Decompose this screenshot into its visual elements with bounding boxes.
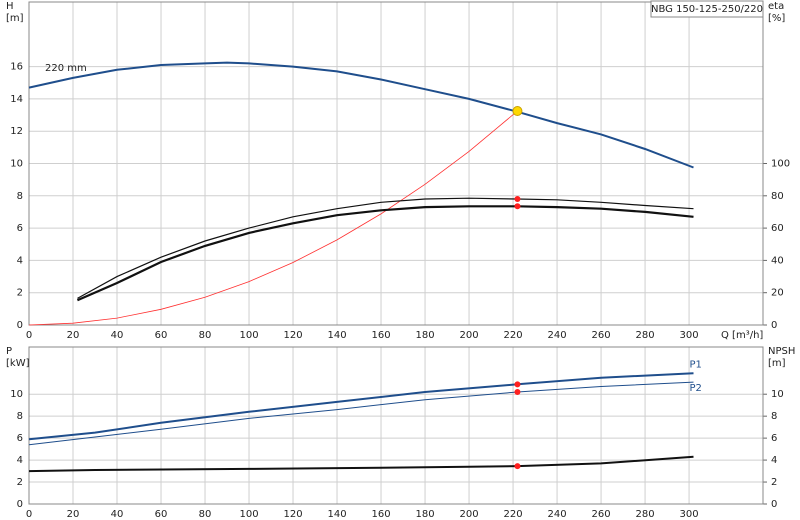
title-box xyxy=(650,0,764,18)
x-tick-label: 140 xyxy=(327,330,346,341)
x-tick-label: 80 xyxy=(199,509,212,520)
y-tick-label: 12 xyxy=(10,126,23,137)
x-tick-label: 100 xyxy=(239,509,258,520)
plot-frame xyxy=(28,346,764,505)
y2-axis-label: [%] xyxy=(768,13,785,24)
y2-tick-label: 8 xyxy=(771,411,777,422)
duty-point xyxy=(514,196,521,203)
y2-tick-label: 0 xyxy=(771,499,777,510)
y-tick-label: 4 xyxy=(17,255,23,266)
x-tick-label: 40 xyxy=(111,509,124,520)
x-tick-label: 300 xyxy=(680,509,699,520)
chart-title: NBG 150-125-250/220 xyxy=(651,4,763,15)
y-axis-label: [kW] xyxy=(6,358,30,369)
y2-tick-label: 40 xyxy=(771,255,784,266)
y-axis-label: P xyxy=(6,346,12,357)
x-tick-label: 160 xyxy=(371,509,390,520)
y-tick-label: 8 xyxy=(17,411,23,422)
duty-point xyxy=(514,203,521,210)
x-tick-label: 100 xyxy=(239,330,258,341)
x-tick-label: 20 xyxy=(67,330,80,341)
duty-point xyxy=(514,463,521,470)
series-line xyxy=(76,205,694,302)
y-tick-label: 2 xyxy=(17,477,23,488)
duty-point xyxy=(512,106,523,117)
x-tick-label: 0 xyxy=(26,330,32,341)
y2-tick-label: 10 xyxy=(771,389,784,400)
y-tick-label: 4 xyxy=(17,455,23,466)
x-tick-label: 160 xyxy=(371,330,390,341)
y-tick-label: 6 xyxy=(17,223,23,234)
y2-tick-label: 6 xyxy=(771,433,777,444)
x-tick-label: 280 xyxy=(636,330,655,341)
curve-annotation: 220 mm xyxy=(45,63,87,74)
x-tick-label: 220 xyxy=(504,330,523,341)
y2-tick-label: 20 xyxy=(771,288,784,299)
x-tick-label: 120 xyxy=(283,330,302,341)
x-axis-label: Q [m³/h] xyxy=(721,330,763,341)
duty-point xyxy=(514,381,521,388)
series-label: P2 xyxy=(689,383,701,394)
series-line xyxy=(28,372,694,441)
x-tick-label: 140 xyxy=(327,509,346,520)
y-axis-label: [m] xyxy=(6,13,24,24)
x-tick-label: 200 xyxy=(460,509,479,520)
x-tick-label: 180 xyxy=(415,509,434,520)
x-tick-label: 220 xyxy=(504,509,523,520)
duty-point xyxy=(514,389,521,396)
x-tick-label: 260 xyxy=(592,330,611,341)
x-tick-label: 300 xyxy=(680,330,699,341)
y-tick-label: 10 xyxy=(10,159,23,170)
y-axis-label: H xyxy=(6,1,14,12)
y-tick-label: 0 xyxy=(17,499,23,510)
y-tick-label: 0 xyxy=(17,320,23,331)
y2-axis-label: NPSH xyxy=(768,346,795,357)
x-tick-label: 40 xyxy=(111,330,124,341)
y2-tick-label: 80 xyxy=(771,191,784,202)
x-tick-label: 60 xyxy=(155,330,168,341)
x-tick-label: 0 xyxy=(26,509,32,520)
series-label: P1 xyxy=(689,359,701,370)
y-tick-label: 16 xyxy=(10,62,23,73)
series-line xyxy=(77,197,694,299)
series-line xyxy=(28,455,694,473)
x-tick-label: 60 xyxy=(155,509,168,520)
y-tick-label: 8 xyxy=(17,191,23,202)
y-tick-label: 6 xyxy=(17,433,23,444)
y2-tick-label: 4 xyxy=(771,455,777,466)
x-tick-label: 260 xyxy=(592,509,611,520)
x-tick-label: 80 xyxy=(199,330,212,341)
x-tick-label: 240 xyxy=(548,509,567,520)
x-tick-label: 120 xyxy=(283,509,302,520)
y-tick-label: 2 xyxy=(17,288,23,299)
y2-axis-label: eta xyxy=(768,1,784,12)
y2-axis-label: [m] xyxy=(768,358,786,369)
x-tick-label: 280 xyxy=(636,509,655,520)
series-line xyxy=(28,381,694,446)
x-tick-label: 180 xyxy=(415,330,434,341)
y2-tick-label: 2 xyxy=(771,477,777,488)
series-line xyxy=(28,110,518,326)
y2-tick-label: 60 xyxy=(771,223,784,234)
x-tick-label: 200 xyxy=(460,330,479,341)
y2-tick-label: 0 xyxy=(771,320,777,331)
series-line xyxy=(28,61,694,169)
x-tick-label: 20 xyxy=(67,509,80,520)
plot-frame xyxy=(28,1,764,326)
y-tick-label: 10 xyxy=(10,389,23,400)
y-tick-label: 14 xyxy=(10,94,23,105)
y2-tick-label: 100 xyxy=(771,159,790,170)
x-tick-label: 240 xyxy=(548,330,567,341)
